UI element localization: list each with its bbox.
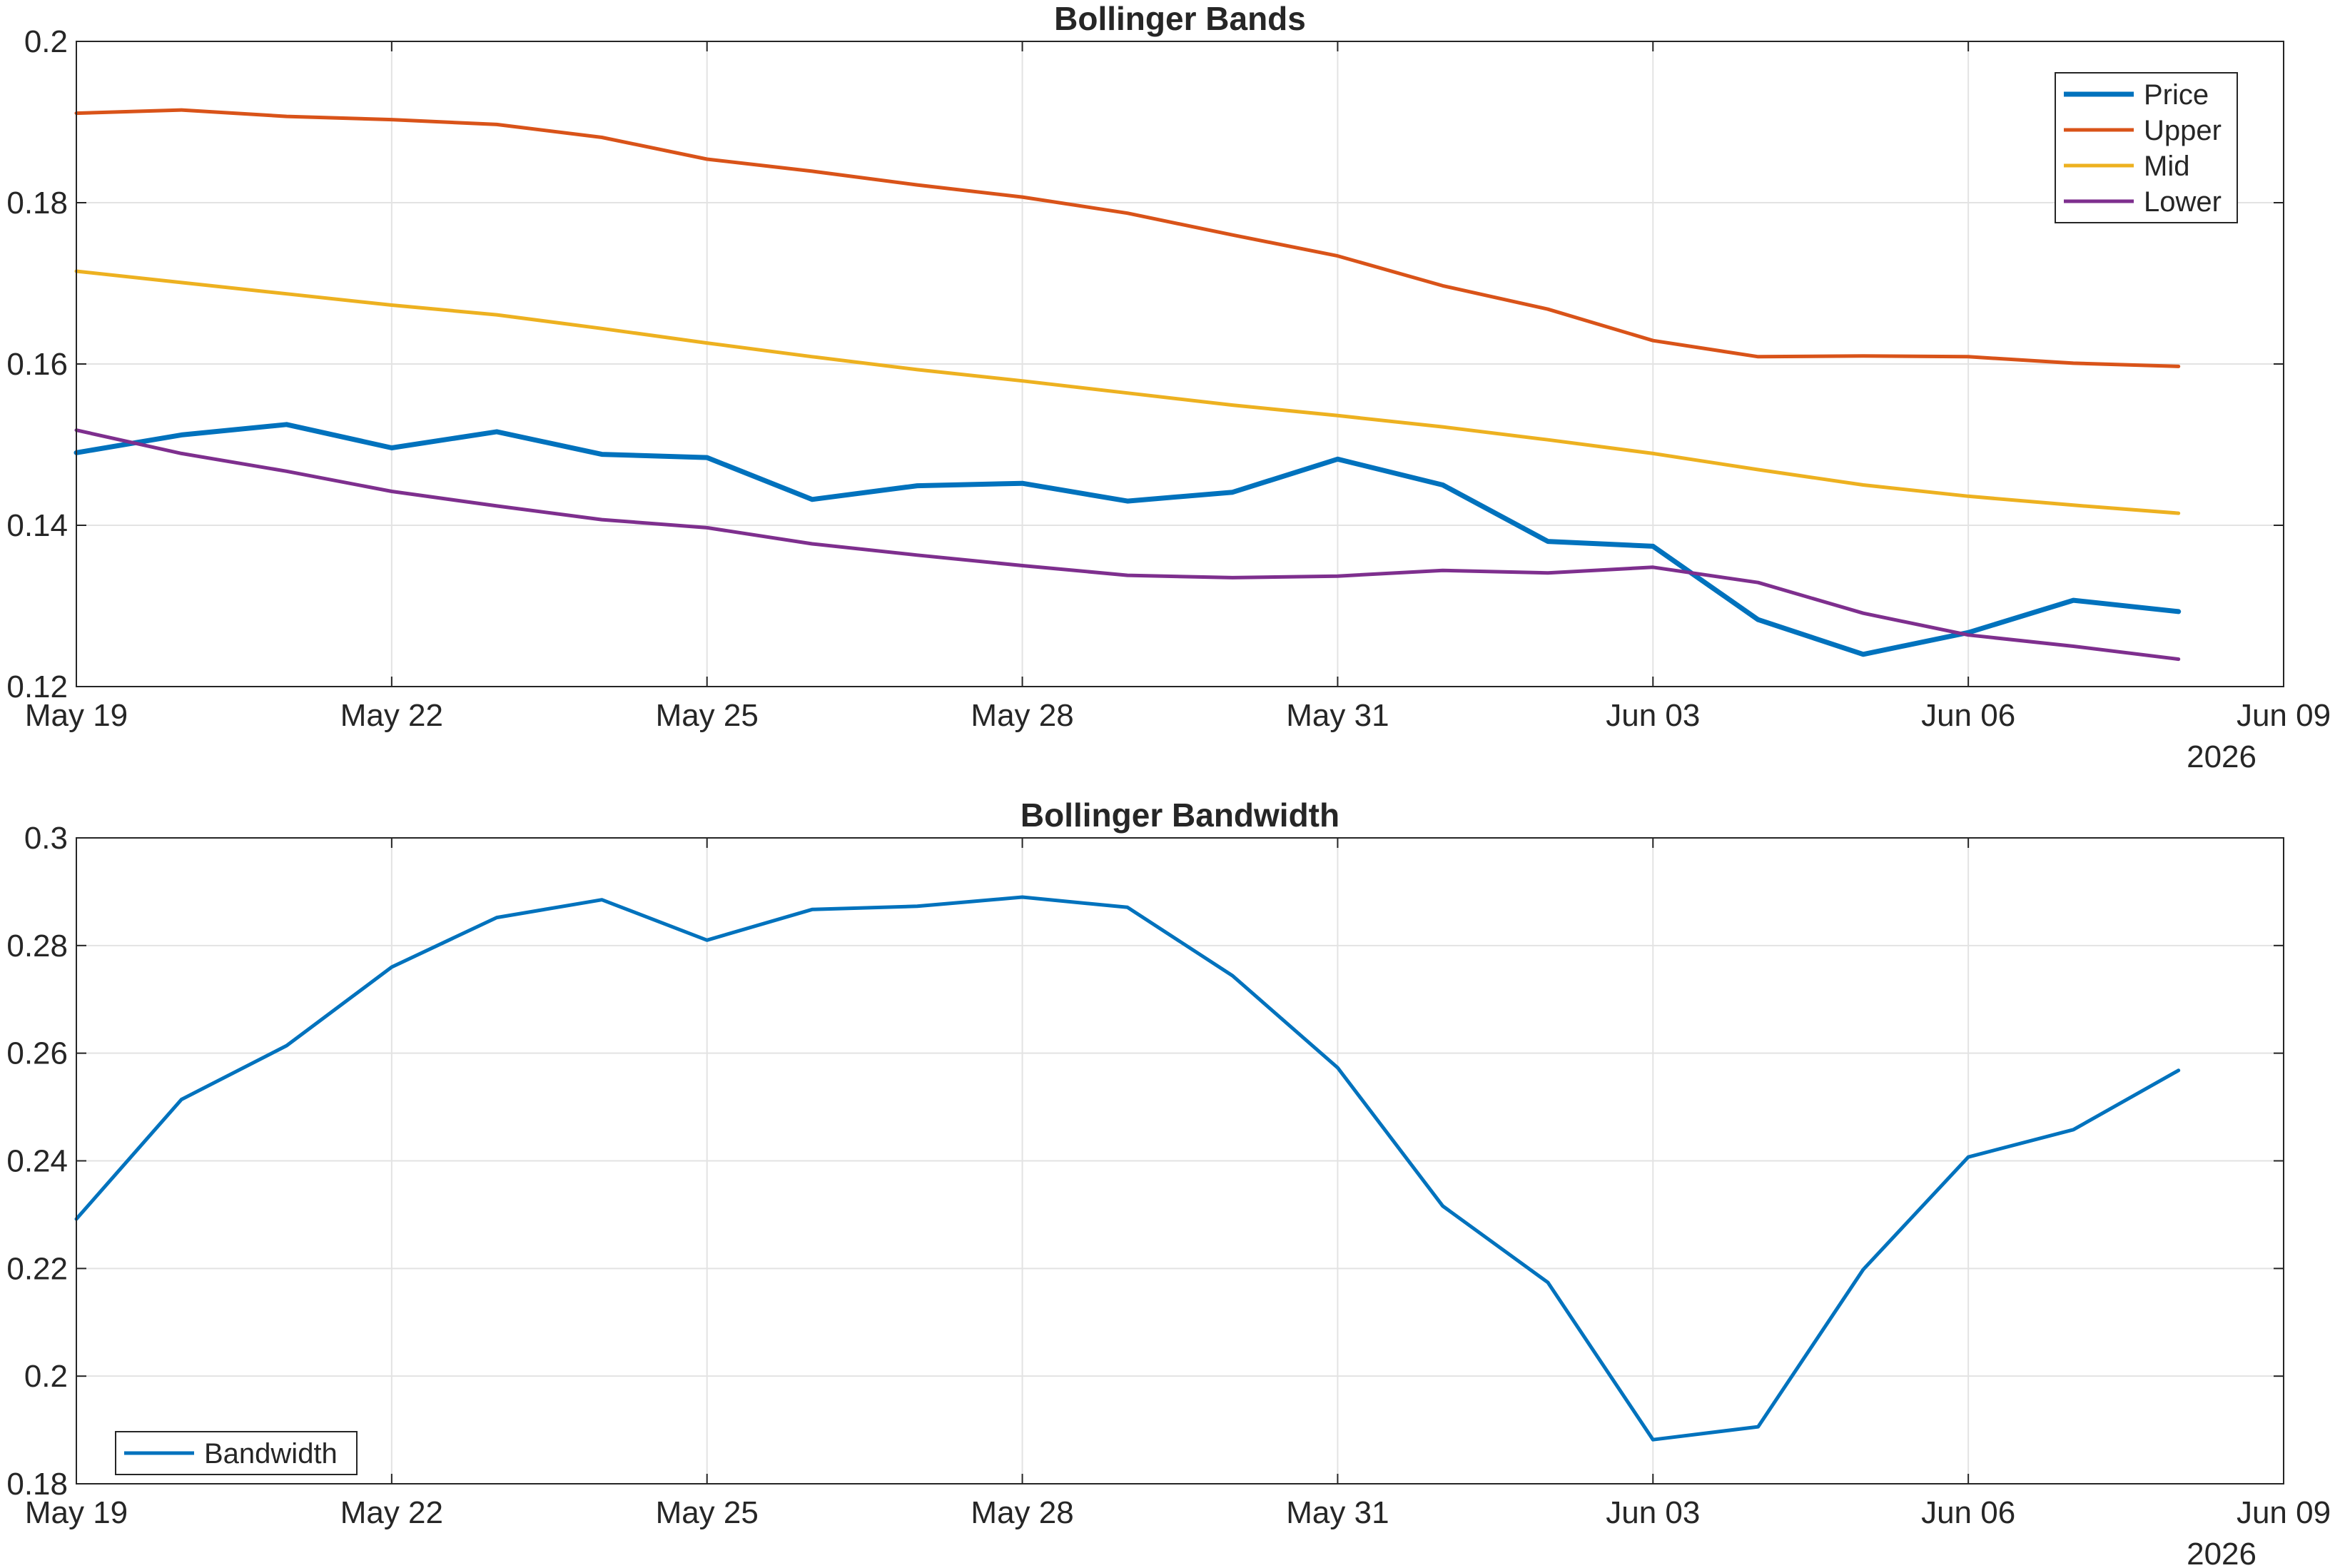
x-tick-label: Jun 09 <box>2237 1495 2331 1530</box>
x-tick-label: Jun 03 <box>1606 1495 1700 1530</box>
legend: Bandwidth <box>115 1431 358 1475</box>
y-tick-label: 0.2 <box>24 1359 68 1394</box>
y-tick-label: 0.22 <box>6 1251 68 1286</box>
x-tick-label: Jun 06 <box>1921 1495 2015 1530</box>
series-line-mid <box>74 269 2181 515</box>
y-tick-label: 0.3 <box>24 821 68 856</box>
y-tick-label: 0.14 <box>6 508 68 543</box>
series-line-upper <box>74 108 2181 368</box>
y-tick-label: 0.12 <box>6 669 68 704</box>
y-tick-label: 0.16 <box>6 347 68 382</box>
x-tick-label: May 31 <box>1286 698 1389 733</box>
legend-label-lower: Lower <box>2144 186 2222 218</box>
legend-label-upper: Upper <box>2144 115 2222 146</box>
x-year-label: 2026 <box>2187 739 2257 774</box>
legend: Price Upper Mid Lower <box>2055 72 2238 223</box>
chart-title: Bollinger Bands <box>1054 0 1306 37</box>
x-tick-label: May 28 <box>971 1495 1073 1530</box>
y-tick-label: 0.18 <box>6 1467 68 1502</box>
x-tick-label: May 28 <box>971 698 1073 733</box>
y-tick-label: 0.18 <box>6 186 68 221</box>
x-tick-label: Jun 09 <box>2237 698 2331 733</box>
x-tick-label: May 31 <box>1286 1495 1389 1530</box>
x-tick-label: May 22 <box>340 698 443 733</box>
legend-label-bandwidth: Bandwidth <box>204 1438 338 1470</box>
x-tick-label: Jun 06 <box>1921 698 2015 733</box>
legend-box <box>2055 72 2238 223</box>
y-tick-label: 0.24 <box>6 1144 68 1179</box>
y-tick-label: 0.28 <box>6 929 68 963</box>
chart-title: Bollinger Bandwidth <box>1020 796 1339 834</box>
x-tick-label: May 19 <box>25 698 128 733</box>
y-tick-label: 0.2 <box>24 24 68 59</box>
x-tick-label: May 19 <box>25 1495 128 1530</box>
y-tick-label: 0.26 <box>6 1036 68 1071</box>
bollinger-bands-chart: May 19 May 22 May 25 May 28 May 31 Jun 03 Jun … <box>6 0 2331 774</box>
series-line-price <box>74 422 2182 657</box>
legend-label-price: Price <box>2144 79 2209 111</box>
series-line-bandwidth <box>74 895 2181 1442</box>
x-year-label: 2026 <box>2187 1537 2257 1568</box>
x-tick-label: Jun 03 <box>1606 698 1700 733</box>
x-tick-label: May 25 <box>656 698 759 733</box>
series-line-lower <box>74 428 2181 662</box>
x-tick-label: May 25 <box>656 1495 759 1530</box>
x-tick-label: May 22 <box>340 1495 443 1530</box>
legend-label-mid: Mid <box>2144 151 2189 182</box>
bollinger-bandwidth-chart: May 19 May 22 May 25 May 28 May 31 Jun 03 Jun … <box>6 796 2331 1568</box>
